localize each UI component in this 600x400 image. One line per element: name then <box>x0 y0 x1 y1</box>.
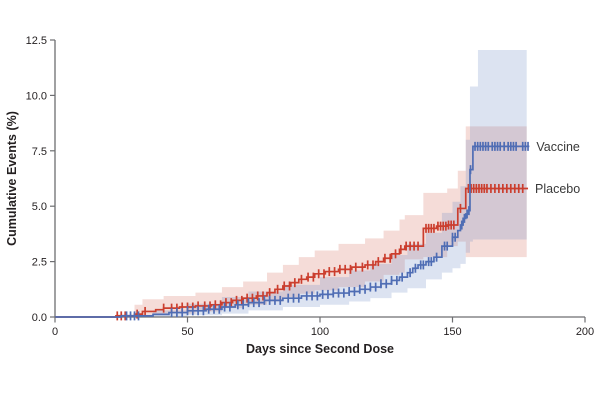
y-tick-label: 12.5 <box>26 35 47 47</box>
legend-label-vaccine: Vaccine <box>536 140 580 154</box>
x-tick-label: 150 <box>443 326 461 338</box>
x-tick-label: 100 <box>311 326 329 338</box>
x-tick-label: 200 <box>576 326 594 338</box>
x-tick-label: 50 <box>181 326 193 338</box>
y-tick-label: 2.5 <box>32 257 47 269</box>
placebo-step-line <box>55 187 529 318</box>
y-tick-label: 0.0 <box>32 312 47 324</box>
y-tick-label: 5.0 <box>32 201 47 213</box>
legend-label-placebo: Placebo <box>535 182 580 196</box>
series-layer <box>55 141 530 321</box>
y-tick-label: 7.5 <box>32 146 47 158</box>
ticks-layer: 0 50 100 150 200 0.0 2.5 5.0 7.5 10.0 12.5 <box>26 35 595 338</box>
vaccine-confidence-band <box>121 49 527 318</box>
x-axis-title: Days since Second Dose <box>246 342 394 356</box>
x-tick-label: 0 <box>52 326 58 338</box>
confidence-bands-layer <box>115 49 527 318</box>
y-axis-title: Cumulative Events (%) <box>5 111 19 246</box>
y-tick-label: 10.0 <box>26 90 47 102</box>
